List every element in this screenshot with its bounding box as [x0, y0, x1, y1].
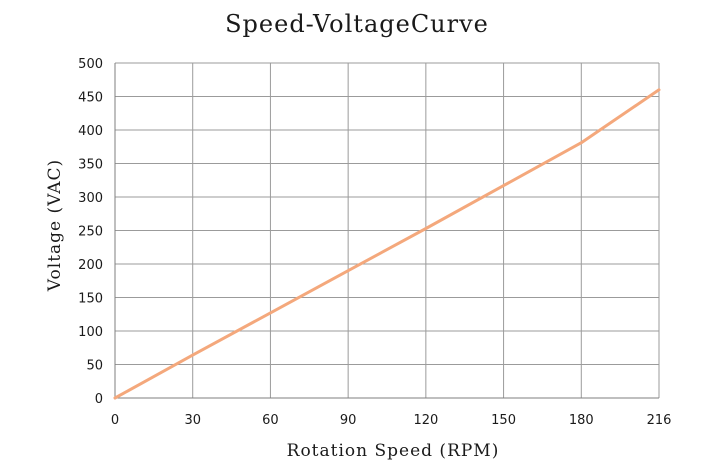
x-tick-label: 216 — [647, 413, 672, 428]
x-tick-label: 0 — [111, 413, 119, 428]
y-tick-label: 200 — [78, 258, 103, 273]
tick-labels: 0 30 60 90 120 150 180 216 0 50 100 150 200 250 300 350… — [78, 57, 671, 428]
y-tick-label: 500 — [78, 57, 103, 72]
y-tick-label: 100 — [78, 325, 103, 340]
y-tick-label: 350 — [78, 158, 103, 173]
y-tick-label: 300 — [78, 191, 103, 206]
y-tick-label: 250 — [78, 225, 103, 240]
grid-lines — [114, 62, 660, 399]
y-tick-label: 0 — [95, 392, 103, 407]
data-series — [113, 88, 661, 400]
x-axis-title: Rotation Speed (RPM) — [287, 441, 500, 461]
y-tick-label: 50 — [86, 359, 103, 374]
x-tick-label: 90 — [340, 413, 357, 428]
y-axis-title: Voltage (VAC) — [45, 159, 65, 292]
y-tick-label: 400 — [78, 124, 103, 139]
x-tick-label: 150 — [491, 413, 516, 428]
x-tick-label: 180 — [569, 413, 594, 428]
y-tick-label: 150 — [78, 292, 103, 307]
y-tick-label: 450 — [78, 91, 103, 106]
x-tick-label: 60 — [262, 413, 279, 428]
chart-title: Speed-VoltageCurve — [225, 10, 489, 38]
x-tick-label: 30 — [184, 413, 201, 428]
axes — [114, 63, 659, 399]
x-tick-label: 120 — [413, 413, 438, 428]
series-line — [113, 88, 661, 400]
